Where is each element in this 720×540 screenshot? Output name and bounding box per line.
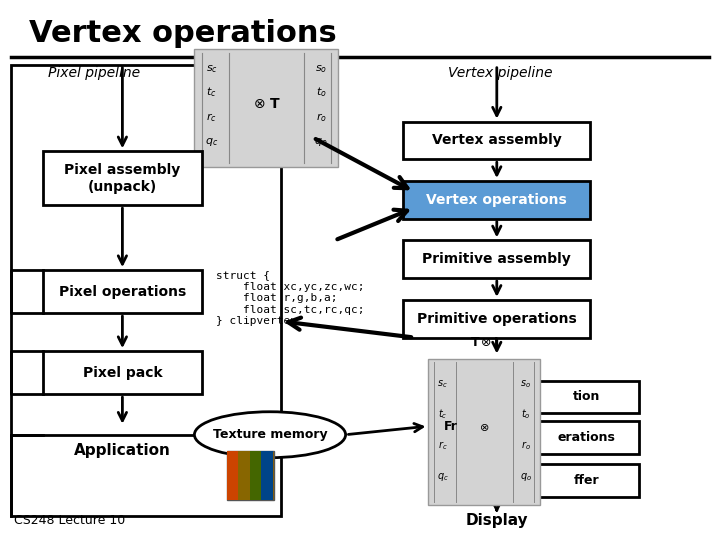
Text: ffer: ffer xyxy=(574,474,600,487)
Text: CS248 Lecture 10: CS248 Lecture 10 xyxy=(14,514,126,526)
Text: $t_c$: $t_c$ xyxy=(438,408,448,421)
FancyBboxPatch shape xyxy=(477,381,639,413)
Text: $q_c$: $q_c$ xyxy=(205,137,218,148)
FancyBboxPatch shape xyxy=(250,451,261,500)
Text: struct {
    float xc,yc,zc,wc;
    float r,g,b,a;
    float sc,tc,rc,qc;
} clip: struct { float xc,yc,zc,wc; float r,g,b,… xyxy=(216,270,364,326)
Text: $t_o$: $t_o$ xyxy=(521,408,531,421)
FancyBboxPatch shape xyxy=(194,49,338,167)
Text: erations: erations xyxy=(558,431,616,444)
Text: Fr: Fr xyxy=(444,420,458,433)
Ellipse shape xyxy=(194,411,346,458)
Text: $q_o$: $q_o$ xyxy=(315,137,328,148)
Text: Texture memory: Texture memory xyxy=(212,428,328,441)
Text: Pixel pipeline: Pixel pipeline xyxy=(48,66,140,80)
FancyBboxPatch shape xyxy=(477,421,639,454)
Text: $t_c$: $t_c$ xyxy=(207,86,217,99)
Text: Vertex operations: Vertex operations xyxy=(426,193,567,207)
Text: $t_o$: $t_o$ xyxy=(316,86,326,99)
FancyBboxPatch shape xyxy=(477,464,639,497)
Text: $r_c$: $r_c$ xyxy=(207,111,217,124)
Text: Primitive assembly: Primitive assembly xyxy=(423,252,571,266)
Text: Pixel assembly
(unpack): Pixel assembly (unpack) xyxy=(64,163,181,194)
FancyBboxPatch shape xyxy=(43,151,202,205)
Text: $r_o$: $r_o$ xyxy=(521,438,531,451)
Text: $s_o$: $s_o$ xyxy=(520,378,531,390)
Text: $s_c$: $s_c$ xyxy=(438,378,448,390)
Text: tion: tion xyxy=(573,390,600,403)
FancyBboxPatch shape xyxy=(43,351,202,394)
Text: $q_c$: $q_c$ xyxy=(437,471,449,483)
Text: Display: Display xyxy=(466,513,528,528)
FancyBboxPatch shape xyxy=(238,451,250,500)
Text: $\otimes$: $\otimes$ xyxy=(479,422,490,433)
Text: Vertex operations: Vertex operations xyxy=(29,19,336,48)
FancyBboxPatch shape xyxy=(403,122,590,159)
Text: $\mathbf{T}\otimes\mathbf{I}$: $\mathbf{T}\otimes\mathbf{I}$ xyxy=(469,336,499,349)
Text: Vertex pipeline: Vertex pipeline xyxy=(448,66,553,80)
Text: $r_c$: $r_c$ xyxy=(438,438,448,451)
FancyBboxPatch shape xyxy=(403,300,590,338)
Text: Pixel pack: Pixel pack xyxy=(83,366,162,380)
FancyBboxPatch shape xyxy=(403,181,590,219)
Text: $q_o$: $q_o$ xyxy=(520,471,531,483)
Text: $s_o$: $s_o$ xyxy=(315,63,327,75)
Text: $s_c$: $s_c$ xyxy=(206,63,217,75)
Text: $r_o$: $r_o$ xyxy=(315,111,327,124)
FancyBboxPatch shape xyxy=(261,451,273,500)
FancyBboxPatch shape xyxy=(227,451,238,500)
Text: Primitive operations: Primitive operations xyxy=(417,312,577,326)
Text: $\otimes$ $\mathbf{T}$: $\otimes$ $\mathbf{T}$ xyxy=(253,97,280,111)
Text: Pixel operations: Pixel operations xyxy=(59,285,186,299)
FancyBboxPatch shape xyxy=(403,240,590,278)
Text: Application: Application xyxy=(74,443,171,458)
FancyBboxPatch shape xyxy=(43,270,202,313)
FancyBboxPatch shape xyxy=(227,451,274,500)
Text: Vertex assembly: Vertex assembly xyxy=(432,133,562,147)
FancyBboxPatch shape xyxy=(428,359,540,505)
